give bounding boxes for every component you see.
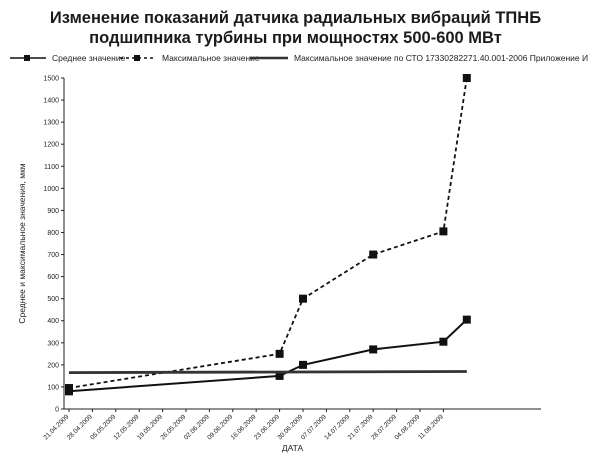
data-point-series-1 — [65, 384, 73, 393]
data-point-series-1 — [439, 227, 448, 236]
legend-swatch-max — [120, 55, 156, 61]
y-tick-label: 1100 — [44, 164, 59, 171]
series-line-0 — [68, 318, 468, 393]
chart-title: Изменение показаний датчика радиальных в… — [49, 9, 542, 47]
y-tick-label: 700 — [47, 252, 59, 259]
y-axis-label: Среднее и максимальное значения, мкм — [17, 163, 27, 323]
legend-item-mean: Среднее значение — [8, 53, 125, 63]
legend-item-limit: Максимальное значение по СТО 17330282271… — [248, 53, 588, 63]
y-tick-label: 200 — [47, 362, 59, 369]
chart-legend: Среднее значение Максимальное значение М… — [0, 53, 591, 69]
y-tick-label: 100 — [47, 384, 59, 391]
y-tick-label: 800 — [47, 230, 59, 237]
y-tick-label: 0 — [55, 407, 59, 414]
data-point-series-0 — [299, 360, 307, 369]
y-tick-label: 600 — [47, 274, 59, 281]
y-tick-label: 1400 — [43, 98, 59, 105]
y-tick-label: 1000 — [43, 186, 59, 193]
x-axis-label: ДАТА — [282, 443, 304, 453]
series-line-1 — [68, 77, 468, 389]
legend-label-mean: Среднее значение — [52, 53, 126, 63]
legend-label-limit: Максимальное значение по СТО 17330282271… — [294, 53, 589, 63]
y-tick-label: 1200 — [43, 142, 59, 149]
y-tick-label: 900 — [47, 208, 59, 215]
y-tick-label: 1500 — [43, 76, 59, 83]
legend-item-max: Максимальное значение — [118, 53, 260, 63]
legend-label-max: Максимальное значение — [162, 53, 260, 63]
data-point-series-0 — [369, 345, 378, 354]
x-tick-label: 11.08.2009 — [417, 413, 445, 441]
y-tick-label: 400 — [47, 318, 59, 325]
data-point-series-0 — [275, 371, 284, 380]
data-point-series-0 — [462, 315, 471, 324]
y-tick-label: 1300 — [43, 120, 59, 127]
y-tick-label: 500 — [47, 296, 59, 303]
legend-swatch-limit — [250, 56, 288, 60]
y-tick-label: 300 — [47, 340, 59, 347]
series-line-2 — [68, 370, 467, 374]
data-point-series-1 — [299, 294, 307, 303]
data-point-series-1 — [462, 74, 471, 82]
data-point-series-1 — [369, 250, 378, 259]
legend-swatch-mean — [10, 55, 46, 61]
data-point-series-1 — [275, 349, 284, 358]
data-point-series-0 — [439, 337, 448, 346]
